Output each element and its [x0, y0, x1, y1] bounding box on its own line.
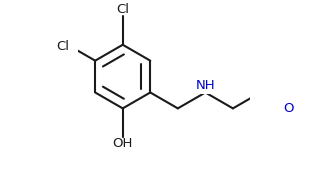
Text: O: O: [283, 102, 293, 115]
Text: Cl: Cl: [116, 3, 129, 16]
Text: OH: OH: [113, 137, 133, 150]
Text: NH: NH: [195, 79, 215, 92]
Text: Cl: Cl: [56, 40, 70, 53]
